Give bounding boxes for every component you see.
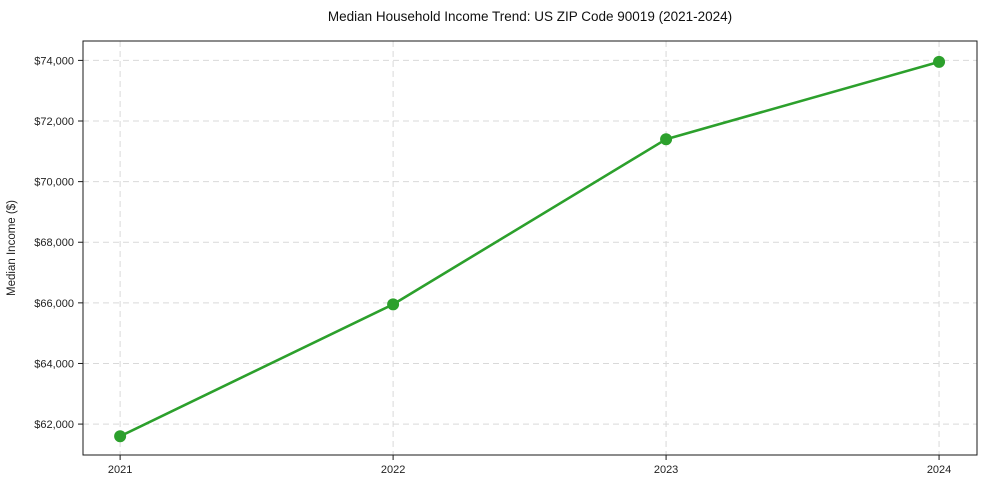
y-tick-label: $70,000 — [34, 177, 74, 189]
axis-tick-labels: $62,000 $64,000 $66,000 $68,000 $70,000 $72,0… — [34, 55, 951, 476]
plot-area-border — [82, 40, 978, 456]
y-tick-label: $72,000 — [34, 116, 74, 128]
x-tick-label: 2023 — [654, 464, 678, 476]
y-axis-label: Median Income ($) — [6, 200, 18, 296]
chart-title: Median Household Income Trend: US ZIP Co… — [328, 9, 732, 24]
axis-ticks — [78, 59, 940, 460]
data-point-marker — [114, 430, 127, 443]
x-tick-label: 2021 — [108, 464, 132, 476]
data-point-marker — [387, 298, 400, 311]
x-tick-label: 2024 — [927, 464, 951, 476]
x-tick-label: 2022 — [381, 464, 405, 476]
y-tick-label: $64,000 — [34, 358, 74, 370]
data-point-marker — [660, 133, 673, 146]
y-tick-label: $74,000 — [34, 55, 74, 67]
gridlines — [83, 41, 977, 455]
data-point-marker — [933, 55, 946, 68]
trend-line-series — [114, 55, 946, 443]
y-tick-label: $68,000 — [34, 237, 74, 249]
trend-line — [118, 60, 941, 438]
y-tick-label: $66,000 — [34, 298, 74, 310]
y-tick-label: $62,000 — [34, 419, 74, 431]
